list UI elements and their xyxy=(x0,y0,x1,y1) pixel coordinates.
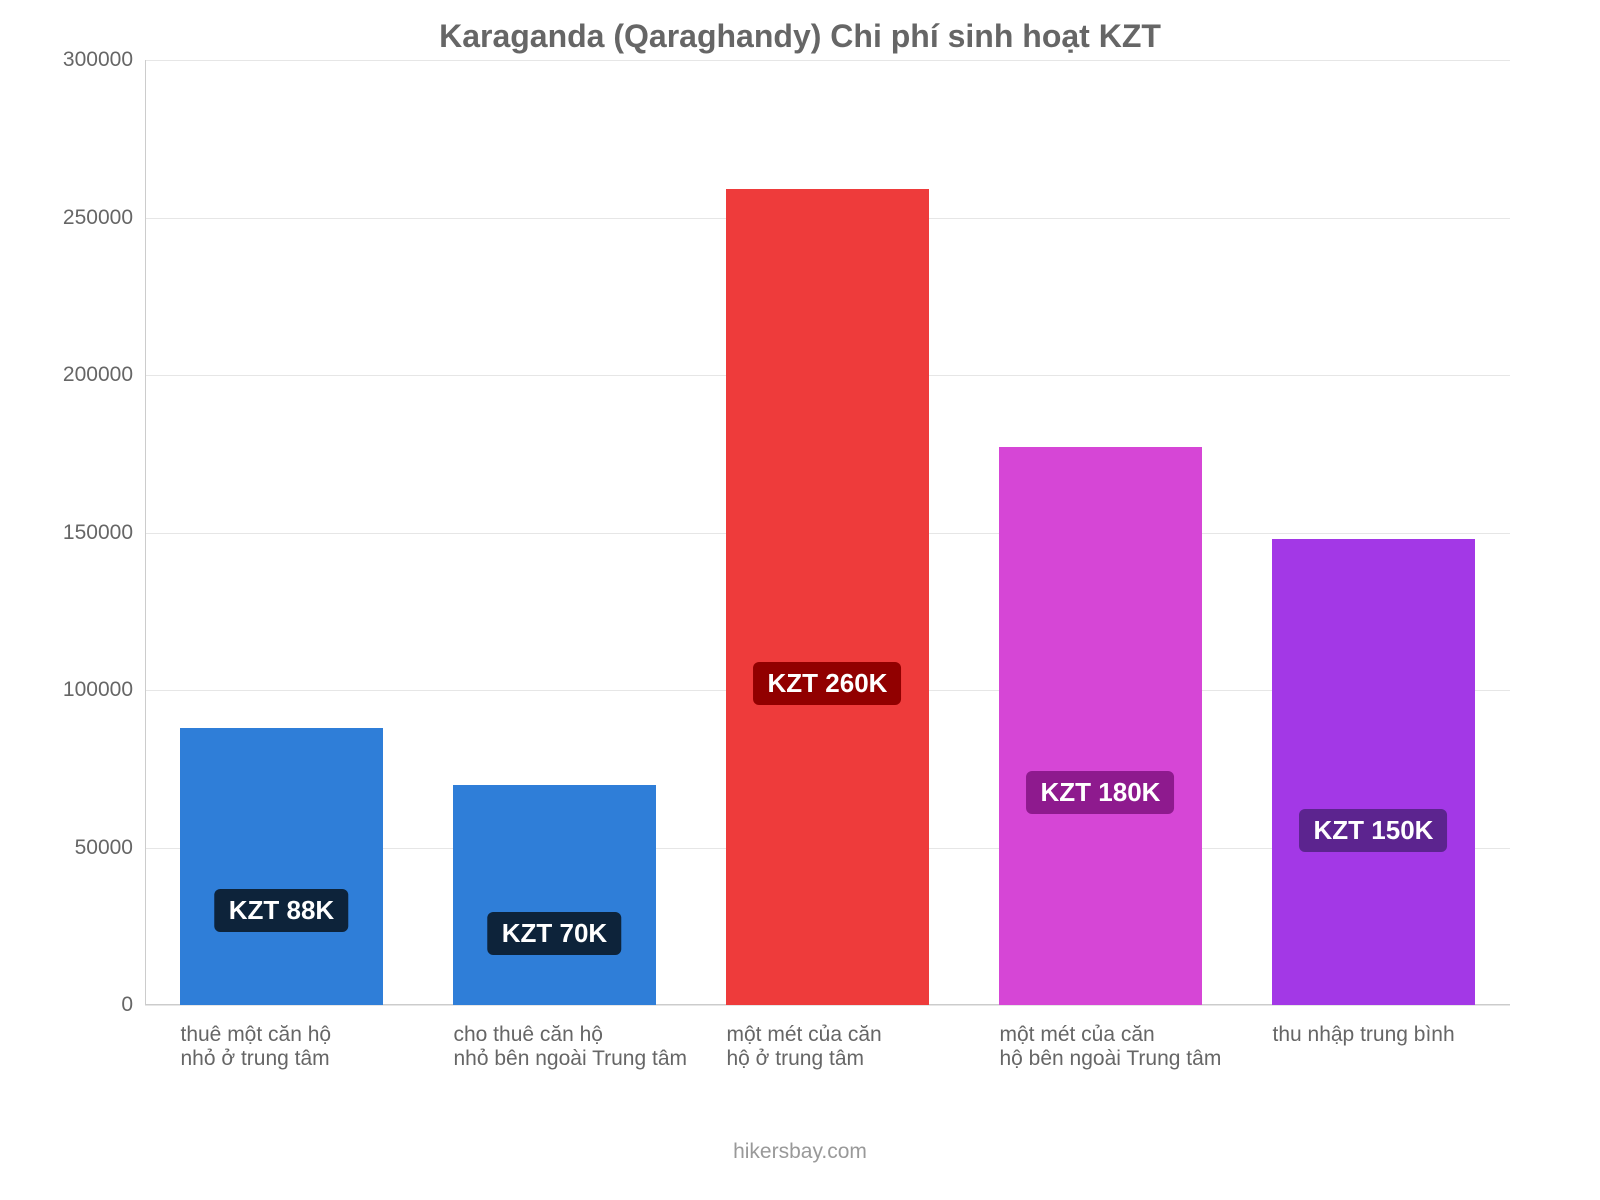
cost-of-living-chart: Karaganda (Qaraghandy) Chi phí sinh hoạt… xyxy=(0,0,1600,1200)
y-tick-label: 150000 xyxy=(63,521,133,545)
bar: KZT 70K xyxy=(453,785,655,1006)
y-axis-line xyxy=(145,60,146,1005)
x-tick-label-line: cho thuê căn hộ xyxy=(453,1023,715,1047)
x-tick-label: thu nhập trung bình xyxy=(1272,1023,1534,1047)
y-tick-label: 0 xyxy=(121,993,133,1017)
bar-value-label: KZT 260K xyxy=(754,662,902,705)
y-tick-label: 100000 xyxy=(63,678,133,702)
x-tick-label: thuê một căn hộnhỏ ở trung tâm xyxy=(180,1023,442,1071)
bar-value-label: KZT 88K xyxy=(215,889,348,932)
bar-value-label: KZT 70K xyxy=(488,912,621,955)
gridline xyxy=(145,60,1510,61)
y-tick-label: 50000 xyxy=(75,836,133,860)
attribution-text: hikersbay.com xyxy=(0,1140,1600,1164)
chart-title: Karaganda (Qaraghandy) Chi phí sinh hoạt… xyxy=(0,18,1600,55)
bar: KZT 150K xyxy=(1272,539,1474,1005)
y-tick-label: 250000 xyxy=(63,206,133,230)
x-tick-label-line: nhỏ bên ngoài Trung tâm xyxy=(453,1047,715,1071)
y-tick-label: 200000 xyxy=(63,363,133,387)
x-tick-label-line: hộ ở trung tâm xyxy=(726,1047,988,1071)
bar: KZT 88K xyxy=(180,728,382,1005)
bar-value-label: KZT 180K xyxy=(1027,771,1175,814)
bar-value-label: KZT 150K xyxy=(1300,809,1448,852)
x-tick-label: một mét của cănhộ bên ngoài Trung tâm xyxy=(999,1023,1261,1071)
x-tick-label-line: một mét của căn xyxy=(726,1023,988,1047)
plot-area: 050000100000150000200000250000300000KZT … xyxy=(145,60,1510,1005)
x-tick-label-line: thu nhập trung bình xyxy=(1272,1023,1534,1047)
x-tick-label: cho thuê căn hộnhỏ bên ngoài Trung tâm xyxy=(453,1023,715,1071)
x-tick-label-line: một mét của căn xyxy=(999,1023,1261,1047)
bar: KZT 180K xyxy=(999,447,1201,1005)
y-tick-label: 300000 xyxy=(63,48,133,72)
x-tick-label-line: hộ bên ngoài Trung tâm xyxy=(999,1047,1261,1071)
bar: KZT 260K xyxy=(726,189,928,1005)
x-tick-label-line: thuê một căn hộ xyxy=(180,1023,442,1047)
x-tick-label-line: nhỏ ở trung tâm xyxy=(180,1047,442,1071)
gridline xyxy=(145,1005,1510,1006)
x-tick-label: một mét của cănhộ ở trung tâm xyxy=(726,1023,988,1071)
